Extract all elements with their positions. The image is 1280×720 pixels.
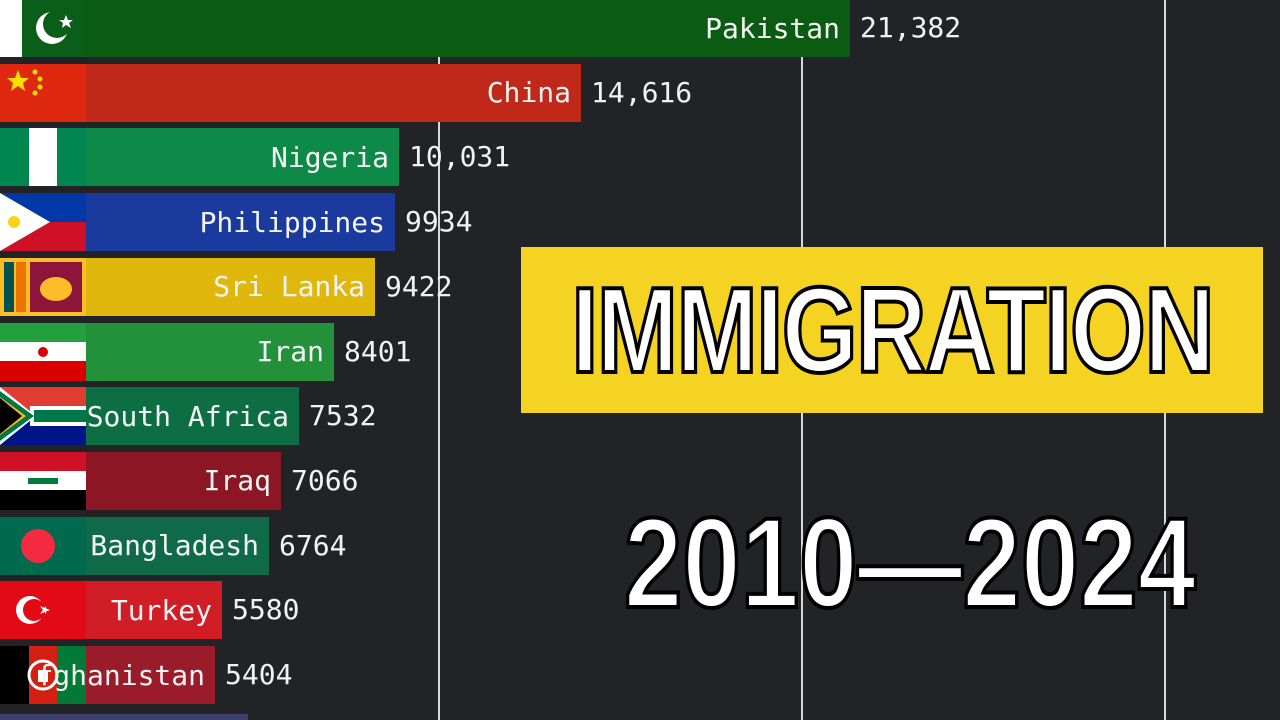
iran-flag-icon [0,322,86,381]
bar-row: Bangladesh 6764 [0,516,1280,575]
bar-row: fghanistan 5404 [0,646,1280,704]
bar-label: fghanistan [36,658,205,692]
bar-row: Philippines 9934 [0,193,1280,252]
bar-row: Sri Lanka 9422 [0,257,1280,316]
pakistan-flag-icon [0,0,86,57]
bar-row: Nigeria 10,031 [0,128,1280,187]
afghanistan-flag-icon [0,646,86,704]
bar-value-label: 9422 [385,269,453,303]
bangladesh-flag-icon [0,516,86,575]
bar-label: Turkey [110,593,212,627]
bar-value-label: 21,382 [860,11,962,44]
bar-row: South Africa 7532 [0,387,1280,446]
bar-value-label: 6764 [279,528,347,562]
title-text: IMMIGRATION [569,262,1216,398]
bar-value-label: 8401 [344,334,412,368]
bar-label: China [486,76,571,110]
bar-value-label: 5580 [232,593,300,627]
bar-label: Nigeria [270,140,389,174]
bar-label: South Africa [86,399,289,433]
bar-value-label: 7532 [309,399,377,433]
title-banner: IMMIGRATION [521,247,1263,413]
bar-label: Iraq [203,464,271,498]
bar-row: Pakistan 21,382 [0,0,1280,57]
sri-lanka-flag-icon [0,257,86,316]
years-text: 2010—2024 [622,490,1197,637]
china-flag-icon [0,63,86,122]
iraq-flag-icon [0,451,86,510]
bar-label: Sri Lanka [213,270,365,304]
bar-value-label: 9934 [405,205,473,239]
bar-value-label: 10,031 [409,140,511,174]
bar-label: Bangladesh [90,529,259,563]
bar-row: Turkey 5580 [0,581,1280,640]
bar-value-label: 14,616 [591,75,693,109]
partial-bar [0,714,248,720]
bar-row: Iran 8401 [0,322,1280,381]
bar-label: Pakistan [705,11,840,45]
nigeria-flag-icon [0,128,86,187]
bar-row: Iraq 7066 [0,451,1280,510]
bar: Pakistan [0,0,850,57]
bar-label: Iran [256,335,324,368]
south-africa-flag-icon [0,387,86,446]
bar-row: China 14,616 [0,63,1280,122]
philippines-flag-icon [0,193,86,252]
bar-value-label: 7066 [291,463,359,497]
turkey-flag-icon [0,581,86,640]
bar-label: Philippines [199,205,385,239]
bar: China [0,63,581,122]
gridline [438,0,440,720]
bar-value-label: 5404 [225,658,293,691]
